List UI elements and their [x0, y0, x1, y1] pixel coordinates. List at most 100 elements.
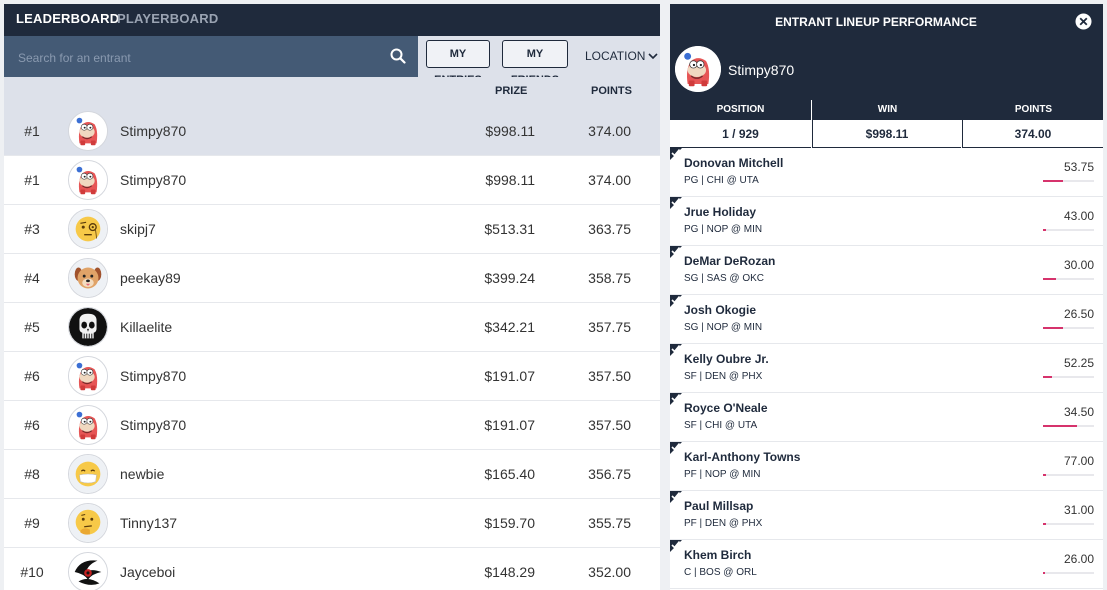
entry-prize: $998.11 — [485, 123, 535, 139]
player-name[interactable]: Paul Millsap — [684, 499, 754, 513]
lineup-player-row[interactable]: Royce O'Neale SF | CHI @ UTA 34.50 — [670, 393, 1103, 442]
player-name[interactable]: Khem Birch — [684, 548, 752, 562]
entry-name[interactable]: Stimpy870 — [120, 123, 187, 139]
stimpy-avatar-icon[interactable] — [68, 111, 108, 151]
leaderboard-row[interactable]: #9 Tinny137 $159.70 355.75 — [4, 499, 660, 548]
tribal-avatar-icon[interactable] — [68, 552, 108, 590]
entrant-name: Stimpy870 — [728, 62, 795, 78]
entry-name[interactable]: Killaelite — [120, 319, 173, 335]
player-progress-fill — [1043, 523, 1046, 525]
leaderboard-row[interactable]: #1 Stimpy870 $998.11 374.00 — [4, 107, 660, 156]
checkmark-icon — [670, 148, 682, 160]
leaderboard-row[interactable]: #3 skipj7 $513.31 363.75 — [4, 205, 660, 254]
player-name[interactable]: Kelly Oubre Jr. — [684, 352, 769, 366]
entry-name[interactable]: Stimpy870 — [120, 172, 187, 188]
tab-playerboard[interactable]: PLAYERBOARD — [117, 11, 219, 26]
entry-prize: $148.29 — [484, 564, 535, 580]
lineup-player-row[interactable]: Paul Millsap PF | DEN @ PHX 31.00 — [670, 491, 1103, 540]
thinking-avatar-icon[interactable] — [68, 503, 108, 543]
entry-prize: $342.21 — [484, 319, 535, 335]
lineup-player-row[interactable]: Karl-Anthony Towns PF | NOP @ MIN 77.00 — [670, 442, 1103, 491]
entry-name[interactable]: Stimpy870 — [120, 368, 187, 384]
close-icon[interactable] — [1075, 13, 1092, 30]
board-tabs: LEADERBOARD PLAYERBOARD — [4, 4, 660, 36]
player-position-game: PG | CHI @ UTA — [684, 175, 759, 186]
my-friends-button[interactable]: MY FRIENDS — [502, 40, 568, 86]
player-name[interactable]: Royce O'Neale — [684, 401, 768, 415]
leaderboard-row[interactable]: #1 Stimpy870 $998.11 374.00 — [4, 156, 660, 205]
monocle-avatar-icon[interactable] — [68, 209, 108, 249]
player-progress-bar — [1043, 180, 1094, 182]
player-points: 26.50 — [1063, 307, 1094, 321]
win-value: $998.11 — [812, 120, 961, 148]
entry-name[interactable]: Stimpy870 — [120, 417, 187, 433]
player-progress-bar — [1043, 474, 1094, 476]
leaderboard-row[interactable]: #6 Stimpy870 $191.07 357.50 — [4, 401, 660, 450]
entry-points: 355.75 — [588, 515, 631, 531]
my-entries-button[interactable]: MY ENTRIES — [426, 40, 490, 86]
entry-points: 374.00 — [588, 123, 631, 139]
lineup-player-row[interactable]: Kelly Oubre Jr. SF | DEN @ PHX 52.25 — [670, 344, 1103, 393]
location-dropdown[interactable]: LOCATION — [585, 36, 659, 77]
entry-name[interactable]: Tinny137 — [120, 515, 178, 531]
entry-points: 352.00 — [588, 564, 631, 580]
leaderboard-row[interactable]: #10 Jayceboi $148.29 352.00 — [4, 548, 660, 590]
checkmark-icon — [670, 197, 682, 209]
stimpy-avatar-icon[interactable] — [68, 405, 108, 445]
entry-prize: $159.70 — [484, 515, 535, 531]
search-input[interactable] — [16, 46, 380, 70]
entry-points: 363.75 — [588, 221, 631, 237]
player-position-game: SF | CHI @ UTA — [684, 420, 758, 431]
entry-rank: #8 — [24, 466, 40, 482]
points-column-header[interactable]: POINTS — [591, 85, 632, 97]
player-progress-fill — [1043, 327, 1064, 329]
player-name[interactable]: Josh Okogie — [684, 303, 757, 317]
entry-prize: $399.24 — [484, 270, 535, 286]
points-value: 374.00 — [962, 120, 1103, 148]
player-name[interactable]: Donovan Mitchell — [684, 156, 784, 170]
player-position-game: SG | NOP @ MIN — [684, 322, 763, 333]
leaderboard-row[interactable]: #8 newbie $165.40 356.75 — [4, 450, 660, 499]
lineup-panel: ENTRANT LINEUP PERFORMANCE Stimpy870 POS… — [670, 4, 1103, 590]
entry-name[interactable]: newbie — [120, 466, 165, 482]
player-progress-bar — [1043, 327, 1094, 329]
player-points: 43.00 — [1063, 209, 1094, 223]
entry-rank: #4 — [24, 270, 40, 286]
entry-points: 357.50 — [588, 368, 631, 384]
lineup-title: ENTRANT LINEUP PERFORMANCE — [775, 15, 977, 29]
leaderboard-row[interactable]: #5 Killaelite $342.21 357.75 — [4, 303, 660, 352]
entry-points: 374.00 — [588, 172, 631, 188]
player-progress-bar — [1043, 523, 1094, 525]
lineup-player-row[interactable]: Khem Birch C | BOS @ ORL 26.00 — [670, 540, 1103, 589]
player-position-game: PG | NOP @ MIN — [684, 224, 763, 235]
player-name[interactable]: Jrue Holiday — [684, 205, 757, 219]
column-headers: PRIZE POINTS — [4, 77, 660, 107]
player-name[interactable]: DeMar DeRozan — [684, 254, 776, 268]
position-label: POSITION — [670, 100, 811, 120]
stimpy-avatar-icon[interactable] — [68, 356, 108, 396]
lineup-player-row[interactable]: Jrue Holiday PG | NOP @ MIN 43.00 — [670, 197, 1103, 246]
player-progress-fill — [1043, 229, 1046, 231]
tab-leaderboard[interactable]: LEADERBOARD — [16, 11, 120, 26]
player-points: 52.25 — [1063, 356, 1094, 370]
dog-avatar-icon[interactable] — [68, 258, 108, 298]
entry-name[interactable]: peekay89 — [120, 270, 181, 286]
player-progress-fill — [1043, 474, 1046, 476]
leaderboard-list: #1 Stimpy870 $998.11 374.00 #1 Stimpy870 $998.… — [4, 107, 660, 590]
entry-name[interactable]: Jayceboi — [120, 564, 176, 580]
lineup-player-row[interactable]: DeMar DeRozan SG | SAS @ OKC 30.00 — [670, 246, 1103, 295]
mask-avatar-icon[interactable] — [68, 454, 108, 494]
punisher-avatar-icon[interactable] — [68, 307, 108, 347]
search-icon[interactable] — [390, 48, 406, 64]
entry-points: 357.75 — [588, 319, 631, 335]
prize-column-header[interactable]: PRIZE — [495, 85, 528, 97]
entry-name[interactable]: skipj7 — [120, 221, 156, 237]
lineup-player-row[interactable]: Josh Okogie SG | NOP @ MIN 26.50 — [670, 295, 1103, 344]
lineup-player-row[interactable]: Donovan Mitchell PG | CHI @ UTA 53.75 — [670, 148, 1103, 197]
entry-prize: $191.07 — [484, 368, 535, 384]
checkmark-icon — [670, 344, 682, 356]
player-name[interactable]: Karl-Anthony Towns — [684, 450, 801, 464]
leaderboard-row[interactable]: #4 peekay89 $399.24 358.75 — [4, 254, 660, 303]
leaderboard-row[interactable]: #6 Stimpy870 $191.07 357.50 — [4, 352, 660, 401]
stimpy-avatar-icon[interactable] — [68, 160, 108, 200]
